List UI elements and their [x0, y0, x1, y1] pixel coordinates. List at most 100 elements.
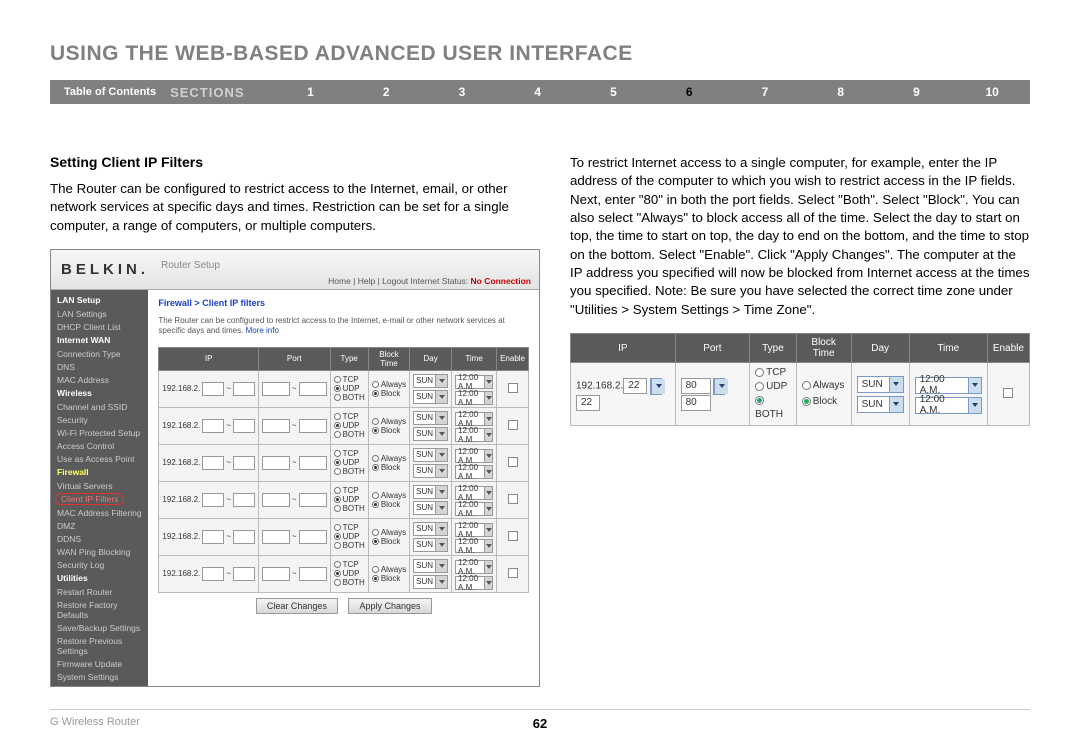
time-select[interactable]: 12:00 A.M. [455, 539, 493, 553]
sidebar-item[interactable]: Connection Type [51, 347, 148, 360]
time-select[interactable]: 12:00 A.M. [455, 449, 493, 463]
time-select[interactable]: 12:00 A.M. [455, 391, 493, 405]
block-radio[interactable] [372, 381, 379, 388]
sidebar-item[interactable]: DHCP Client List [51, 320, 148, 333]
type-radio[interactable] [334, 533, 341, 540]
day-select[interactable]: SUN [413, 464, 448, 478]
day-select[interactable]: SUN [413, 411, 448, 425]
day-select[interactable]: SUN [413, 390, 448, 404]
sidebar-item[interactable]: Firmware Update [51, 657, 148, 670]
apply-button[interactable]: Apply Changes [348, 598, 431, 614]
section-link-7[interactable]: 7 [727, 85, 803, 99]
enable-checkbox[interactable] [508, 420, 518, 430]
port-b[interactable] [299, 419, 327, 433]
day-select[interactable]: SUN [413, 448, 448, 462]
time-end-select[interactable]: 12:00 A.M. [915, 397, 982, 414]
port-b[interactable] [299, 456, 327, 470]
ip-sep-icon[interactable] [651, 379, 665, 394]
port-a[interactable] [262, 382, 290, 396]
time-select[interactable]: 12:00 A.M. [455, 523, 493, 537]
block-radio[interactable] [372, 455, 379, 462]
time-select[interactable]: 12:00 A.M. [455, 576, 493, 590]
ip-a[interactable] [202, 419, 224, 433]
type-radio[interactable] [334, 496, 341, 503]
ip-a[interactable] [202, 382, 224, 396]
type-radio[interactable] [334, 579, 341, 586]
block-radio[interactable] [372, 492, 379, 499]
udp-radio[interactable] [755, 382, 764, 391]
enable-checkbox[interactable] [508, 568, 518, 578]
port-b[interactable] [299, 567, 327, 581]
type-radio[interactable] [334, 385, 341, 392]
sidebar-item[interactable]: Restore Factory Defaults [51, 598, 148, 621]
sidebar-item[interactable]: Access Control [51, 439, 148, 452]
type-radio[interactable] [334, 524, 341, 531]
port-a[interactable] [262, 456, 290, 470]
ip-a[interactable] [202, 456, 224, 470]
day-select[interactable]: SUN [413, 559, 448, 573]
ip-a[interactable] [202, 530, 224, 544]
ip-b[interactable] [233, 419, 255, 433]
section-link-10[interactable]: 10 [954, 85, 1030, 99]
ip-b[interactable] [233, 382, 255, 396]
sidebar-item[interactable]: Virtual Servers [51, 479, 148, 492]
sidebar-item[interactable]: MAC Address Filtering [51, 506, 148, 519]
block-radio[interactable] [372, 501, 379, 508]
type-radio[interactable] [334, 561, 341, 568]
block-radio[interactable] [372, 427, 379, 434]
day-select[interactable]: SUN [413, 575, 448, 589]
block-radio[interactable] [372, 566, 379, 573]
section-link-5[interactable]: 5 [576, 85, 652, 99]
time-select[interactable]: 12:00 A.M. [455, 428, 493, 442]
sidebar-item[interactable]: MAC Address [51, 373, 148, 386]
sidebar-item[interactable]: Wi-Fi Protected Setup [51, 426, 148, 439]
ip-b[interactable] [233, 456, 255, 470]
port-field-b[interactable]: 80 [681, 395, 711, 411]
time-select[interactable]: 12:00 A.M. [455, 375, 493, 389]
sidebar-item[interactable]: DNS [51, 360, 148, 373]
day-select[interactable]: SUN [413, 538, 448, 552]
block-radio[interactable] [372, 575, 379, 582]
type-radio[interactable] [334, 413, 341, 420]
type-radio[interactable] [334, 542, 341, 549]
sidebar-item[interactable]: System Settings [51, 670, 148, 683]
section-link-8[interactable]: 8 [803, 85, 879, 99]
sidebar-item[interactable]: DMZ [51, 519, 148, 532]
nav-links[interactable]: Home | Help | Logout Internet Status: [328, 276, 468, 286]
section-link-2[interactable]: 2 [348, 85, 424, 99]
enable-checkbox[interactable] [508, 457, 518, 467]
ip-b[interactable] [233, 530, 255, 544]
time-select[interactable]: 12:00 A.M. [455, 465, 493, 479]
always-radio[interactable] [802, 381, 811, 390]
type-radio[interactable] [334, 468, 341, 475]
day-select[interactable]: SUN [413, 522, 448, 536]
time-select[interactable]: 12:00 A.M. [455, 502, 493, 516]
type-radio[interactable] [334, 431, 341, 438]
type-radio[interactable] [334, 459, 341, 466]
port-b[interactable] [299, 382, 327, 396]
ip-field-a[interactable]: 22 [623, 378, 647, 394]
type-radio[interactable] [334, 450, 341, 457]
both-radio[interactable] [755, 396, 764, 405]
day-start-select[interactable]: SUN [857, 376, 904, 393]
sidebar-item[interactable]: Save/Backup Settings [51, 621, 148, 634]
block-radio[interactable] [372, 538, 379, 545]
sidebar-item[interactable]: Channel and SSID [51, 400, 148, 413]
toc-link[interactable]: Table of Contents [50, 86, 170, 98]
section-link-4[interactable]: 4 [500, 85, 576, 99]
port-field-a[interactable]: 80 [681, 378, 711, 394]
type-radio[interactable] [334, 505, 341, 512]
sidebar-item[interactable]: Client IP Filters [55, 493, 124, 505]
ip-field-b[interactable]: 22 [576, 395, 600, 411]
block-radio[interactable] [372, 418, 379, 425]
block-radio[interactable] [372, 464, 379, 471]
time-select[interactable]: 12:00 A.M. [455, 412, 493, 426]
enable-checkbox[interactable] [508, 531, 518, 541]
section-link-1[interactable]: 1 [273, 85, 349, 99]
port-sep-icon[interactable] [714, 379, 728, 394]
time-select[interactable]: 12:00 A.M. [455, 486, 493, 500]
section-link-9[interactable]: 9 [879, 85, 955, 99]
enable-checkbox[interactable] [508, 494, 518, 504]
clear-button[interactable]: Clear Changes [256, 598, 338, 614]
type-radio[interactable] [334, 376, 341, 383]
